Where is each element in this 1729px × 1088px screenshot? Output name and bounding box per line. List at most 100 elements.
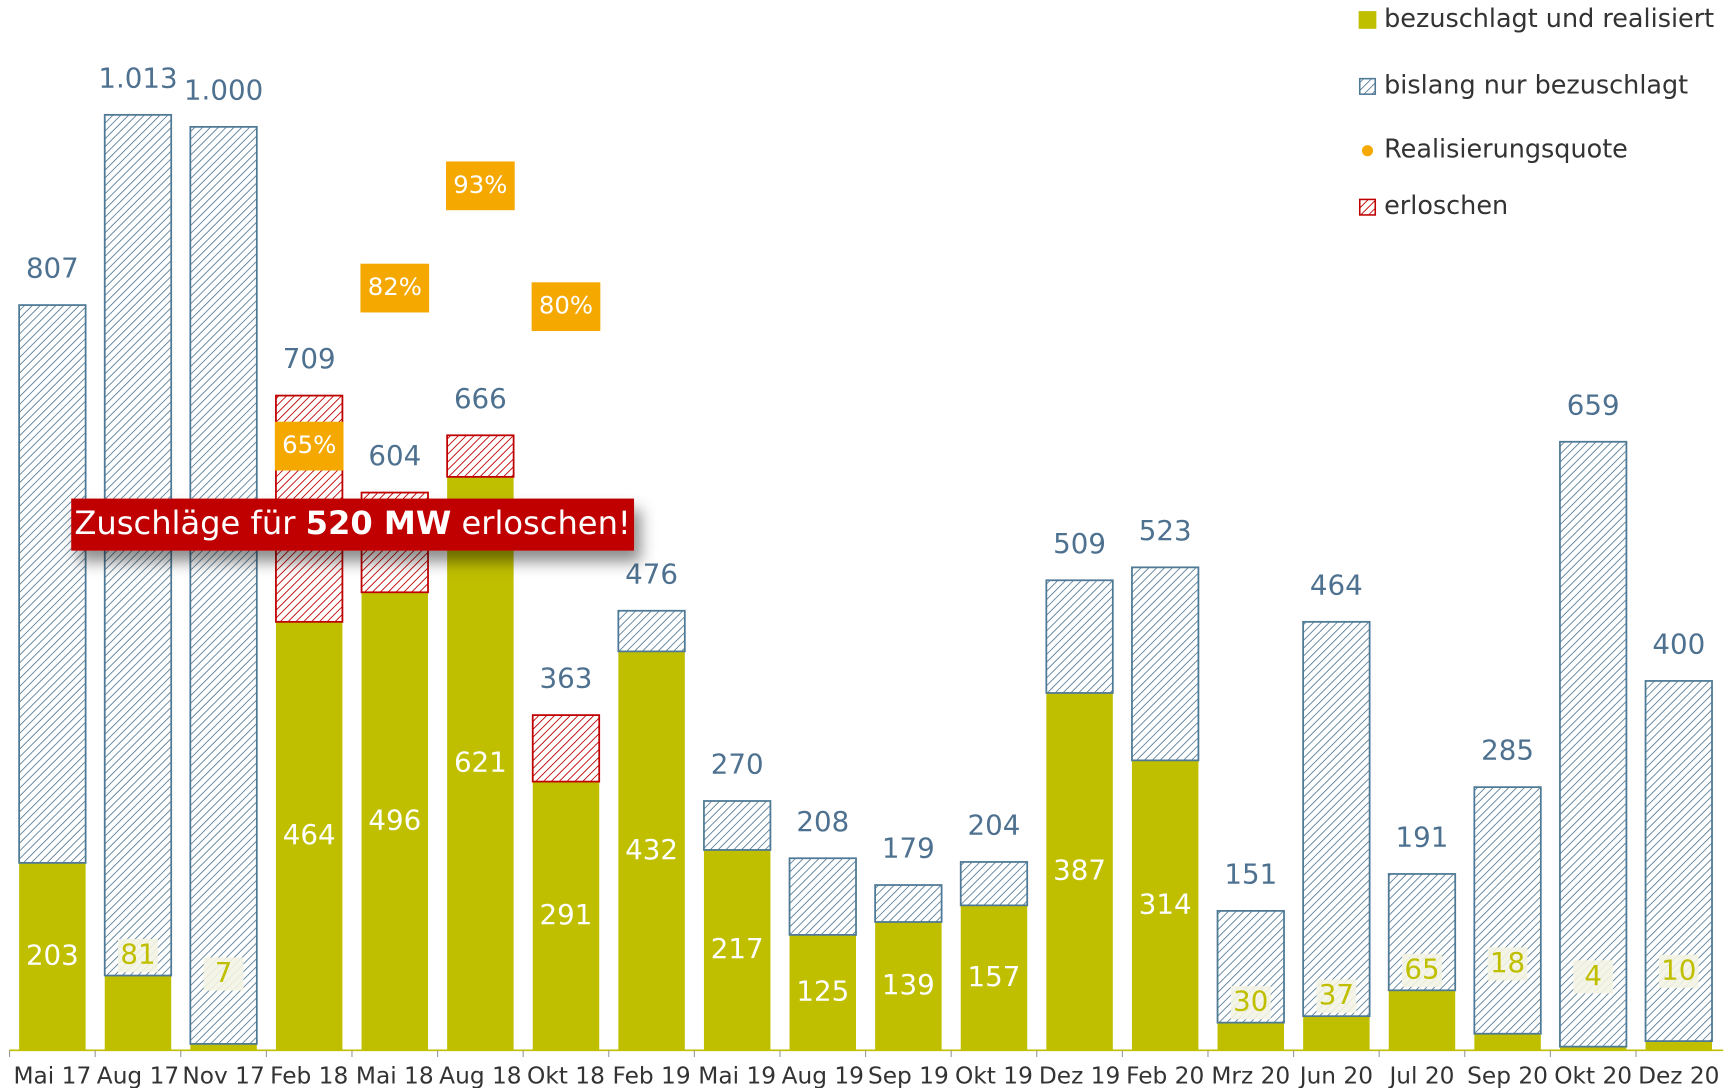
- bar-segment: [1387, 873, 1457, 992]
- bar-segment: [1645, 1041, 1713, 1051]
- data-label-box: [1487, 947, 1528, 981]
- data-label: 157: [968, 960, 1021, 993]
- data-label: 4: [1584, 959, 1602, 992]
- total-label: 270: [711, 748, 764, 781]
- bar-segment: [361, 592, 429, 1051]
- labels: 203 807 81 1.013 7 1.000 464 709 496 604 621 666 291…: [26, 61, 1705, 1020]
- data-label: 125: [796, 975, 849, 1008]
- bar-segment: [1303, 1016, 1370, 1051]
- quote-marker: [531, 282, 601, 332]
- bar-segment: [189, 125, 258, 1045]
- bar-segment: [874, 884, 943, 923]
- total-label: 464: [1310, 568, 1363, 601]
- legend-label: bislang nur bezuschlagt: [1384, 70, 1688, 100]
- bar-segment: [1388, 990, 1456, 1051]
- bar-segment: [1046, 692, 1113, 1051]
- total-label: 659: [1567, 388, 1620, 421]
- annotation-part: erloschen!: [451, 504, 631, 542]
- bar-segment: [1302, 620, 1371, 1018]
- quote-marker: [446, 161, 515, 211]
- data-label-box: [1402, 953, 1442, 987]
- quote-marker: [274, 421, 344, 471]
- x-tick-label: Aug 17: [97, 1062, 179, 1088]
- data-label: 139: [882, 968, 935, 1001]
- bar-segment: [1131, 760, 1199, 1051]
- bar-segment: [1559, 1046, 1627, 1051]
- total-label: 191: [1396, 820, 1449, 853]
- data-label: 464: [283, 818, 336, 851]
- annotation-part: 520 MW: [306, 504, 452, 542]
- bar-segment: [788, 857, 857, 936]
- legend-marker: [1358, 198, 1377, 216]
- total-label: 666: [454, 382, 507, 415]
- bar-segment: [617, 609, 686, 653]
- quote-label: 80%: [539, 291, 593, 320]
- x-tick-label: Jun 20: [1298, 1062, 1373, 1088]
- x-tick-label: Aug 19: [782, 1062, 864, 1088]
- x-tick-label: Sep 19: [868, 1062, 949, 1088]
- legend-marker: [1358, 11, 1377, 29]
- total-label: 807: [26, 252, 79, 285]
- bar-segment: [1559, 440, 1628, 1048]
- x-tick-label: Feb 18: [270, 1062, 348, 1088]
- bar-segment: [703, 800, 772, 851]
- total-label: 1.013: [98, 61, 177, 94]
- x-tick-label: Mai 17: [14, 1062, 92, 1088]
- data-label-box: [203, 957, 244, 991]
- x-tick-label: Aug 18: [439, 1062, 521, 1088]
- x-tick-label: Mai 19: [698, 1062, 776, 1088]
- quote-label: 82%: [368, 272, 422, 301]
- total-label: 1.000: [184, 73, 263, 106]
- annotation-box: [71, 498, 635, 551]
- bar-segment: [19, 862, 86, 1051]
- data-label: 496: [368, 803, 421, 836]
- legend-label: bezuschlagt und realisiert: [1384, 4, 1714, 34]
- data-label: 81: [120, 938, 155, 971]
- bar-segment: [531, 714, 601, 783]
- total-label: 363: [540, 662, 593, 695]
- data-label-box: [1230, 986, 1271, 1020]
- data-label: 432: [625, 833, 678, 866]
- bar-segment: [446, 434, 515, 478]
- total-label: 604: [368, 439, 421, 472]
- bar-segment: [703, 849, 771, 1051]
- legend-marker: [1361, 145, 1374, 157]
- data-label: 18: [1490, 946, 1525, 979]
- data-label-box: [118, 938, 158, 973]
- data-label: 314: [1139, 887, 1192, 920]
- x-tick-label: Nov 17: [182, 1062, 264, 1088]
- bar-segment: [532, 781, 600, 1051]
- quote-label: 93%: [453, 170, 507, 199]
- bar-segment: [190, 1043, 257, 1051]
- data-label: 7: [215, 956, 233, 989]
- annotation: Zuschläge für 520 MW erloschen!: [74, 504, 630, 542]
- x-tick-label: Feb 20: [1126, 1062, 1204, 1088]
- data-label: 10: [1661, 953, 1696, 986]
- bar-segment: [18, 304, 87, 864]
- bar-segment: [789, 934, 857, 1051]
- total-label: 208: [796, 805, 849, 838]
- x-tick-label: Okt 18: [527, 1062, 605, 1088]
- total-label: 509: [1053, 527, 1106, 560]
- total-label: 151: [1224, 857, 1277, 890]
- x-tick-label: Mai 18: [356, 1062, 434, 1088]
- x-tick-label: Mrz 20: [1211, 1062, 1290, 1088]
- data-label: 291: [540, 898, 593, 931]
- bar-segment: [1473, 786, 1542, 1035]
- bar-segment: [104, 975, 172, 1051]
- bar-segment: [447, 476, 514, 1051]
- x-tick-label: Okt 20: [1554, 1062, 1632, 1088]
- bar-segment: [959, 861, 1029, 907]
- bar-segment: [1131, 566, 1200, 762]
- bar-segment: [960, 905, 1028, 1051]
- legend-label: erloschen: [1384, 191, 1508, 221]
- x-tick-label: Feb 19: [613, 1062, 691, 1088]
- data-label: 65: [1404, 952, 1439, 985]
- data-label: 387: [1053, 854, 1106, 887]
- bar-segment: [875, 921, 942, 1051]
- data-label: 37: [1319, 978, 1354, 1011]
- data-label-box: [1316, 979, 1357, 1013]
- x-tick-label: Sep 20: [1467, 1062, 1548, 1088]
- total-label: 204: [968, 808, 1021, 841]
